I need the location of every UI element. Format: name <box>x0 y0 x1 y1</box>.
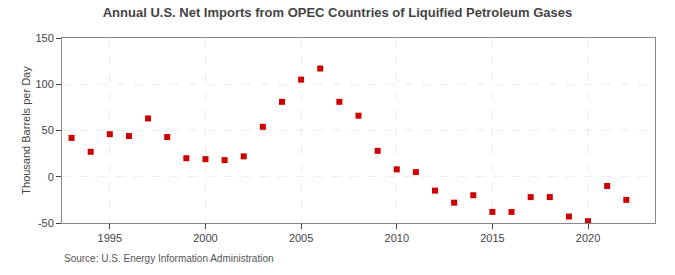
svg-text:2010: 2010 <box>385 232 409 244</box>
svg-text:2020: 2020 <box>576 232 600 244</box>
svg-text:1995: 1995 <box>98 232 122 244</box>
svg-text:Source: U.S. Energy Informatio: Source: U.S. Energy Information Administ… <box>64 253 274 264</box>
svg-text:Annual U.S. Net Imports from O: Annual U.S. Net Imports from OPEC Countr… <box>103 5 573 20</box>
svg-text:-50: -50 <box>38 217 54 229</box>
svg-text:0: 0 <box>48 171 54 183</box>
svg-text:2005: 2005 <box>289 232 313 244</box>
svg-text:50: 50 <box>42 124 54 136</box>
svg-text:2015: 2015 <box>480 232 504 244</box>
svg-text:150: 150 <box>35 32 53 44</box>
svg-text:Thousand Barrels per Day: Thousand Barrels per Day <box>20 66 32 195</box>
svg-text:100: 100 <box>35 78 53 90</box>
svg-text:2000: 2000 <box>193 232 217 244</box>
